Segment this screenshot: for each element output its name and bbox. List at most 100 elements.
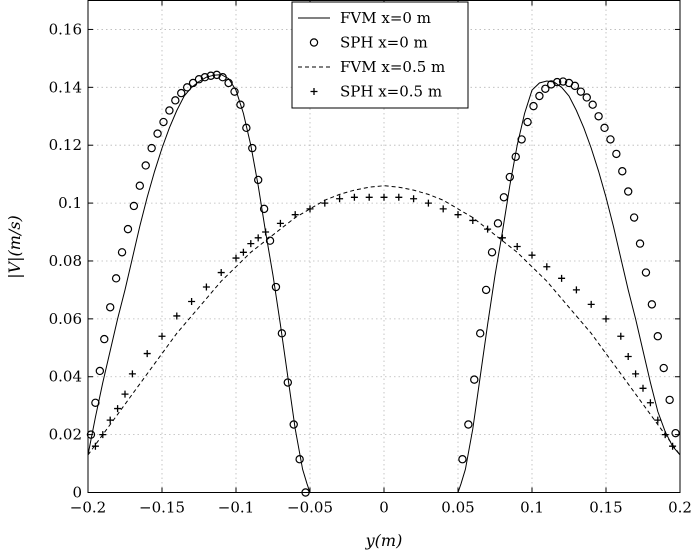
- sph-x0-point: [535, 91, 544, 101]
- sph-x0-point: [588, 100, 597, 109]
- sph-x05-point: [188, 297, 196, 305]
- sph-x0-point: [265, 236, 275, 245]
- sph-x05-point: [121, 390, 129, 398]
- legend-label: FVM x=0.5 m: [340, 58, 445, 76]
- sph-x05-point: [410, 195, 418, 203]
- sph-x0-point: [499, 193, 509, 202]
- x-tick-label: −0.15: [139, 499, 185, 517]
- legend-circle-icon: [309, 38, 319, 47]
- sph-x0-point: [91, 398, 100, 407]
- sph-x05-point: [646, 399, 654, 407]
- sph-x0-point: [147, 143, 156, 153]
- legend-label: FVM x=0 m: [340, 9, 431, 27]
- sph-x0-point: [641, 268, 651, 277]
- sph-x0-point: [624, 187, 633, 196]
- sph-x0-point: [665, 395, 674, 405]
- x-tick-label: −0.1: [218, 499, 254, 517]
- sph-x0-point: [606, 135, 615, 144]
- sph-x05-point: [484, 225, 492, 233]
- sph-x05-point: [439, 205, 447, 213]
- sph-x05-point: [143, 350, 151, 358]
- sph-x0-point: [505, 172, 514, 182]
- sph-x0-point: [570, 81, 580, 91]
- sph-x05-point: [572, 286, 580, 294]
- y-tick-label: 0.04: [49, 368, 82, 386]
- sph-x0-point: [153, 129, 162, 138]
- sph-x0-point: [123, 224, 133, 234]
- sph-x0-point: [277, 329, 287, 338]
- sph-x0-point: [558, 77, 568, 86]
- legend-plus-icon: [310, 88, 318, 95]
- sph-x0-point: [612, 149, 621, 159]
- sph-x0-point: [517, 135, 526, 144]
- y-tick-label: 0.12: [49, 136, 82, 154]
- sph-x05-point: [602, 315, 610, 323]
- sph-x0-point: [171, 96, 180, 105]
- sph-x05-point: [217, 269, 225, 277]
- sph-x05-point: [513, 243, 521, 250]
- sph-x0-point: [248, 143, 257, 153]
- x-tick-label: 0.2: [668, 499, 692, 517]
- sph-x05-point: [543, 263, 551, 271]
- sph-x0-point: [141, 161, 150, 170]
- sph-x0-point: [271, 282, 281, 292]
- sph-x0-point: [653, 332, 663, 341]
- legend-item: FVM x=0 m: [298, 9, 431, 27]
- sph-x0-point: [576, 87, 586, 96]
- x-axis-label: y(m): [365, 531, 403, 550]
- sph-x0-point: [182, 83, 192, 92]
- sph-x05-point: [202, 283, 210, 291]
- sph-x0-point: [470, 375, 479, 384]
- sph-x0-point: [224, 78, 233, 88]
- sph-x0-point: [481, 285, 491, 295]
- sph-x0-point: [206, 71, 216, 80]
- sph-x05-point: [306, 205, 314, 213]
- sph-x0-point: [95, 366, 105, 376]
- sph-x05-point: [654, 416, 662, 424]
- sph-x05-point: [158, 332, 166, 340]
- legend-item: FVM x=0.5 m: [298, 58, 445, 76]
- sph-x05-point: [254, 234, 262, 242]
- plot-series: [86, 70, 681, 497]
- sph-x0-point: [582, 93, 591, 102]
- x-tick-label: 0.1: [520, 499, 544, 517]
- sph-x0-point: [117, 248, 127, 257]
- x-tick-label: −0.2: [70, 499, 106, 517]
- legend-label: SPH x=0 m: [340, 34, 428, 52]
- sph-x05-point: [617, 332, 625, 340]
- y-tick-label: 0.02: [49, 426, 82, 444]
- sph-x05-point: [380, 193, 388, 201]
- sph-x05-point: [632, 370, 640, 378]
- sph-x05-point: [587, 300, 595, 308]
- sph-x0-point: [283, 378, 292, 387]
- sph-x0-point: [129, 201, 139, 211]
- sph-x05-point: [661, 431, 669, 439]
- sph-x0-point: [594, 112, 603, 121]
- sph-x05-point: [454, 211, 462, 219]
- sph-x05-point: [99, 431, 107, 439]
- legend-box: [291, 1, 469, 109]
- sph-x05-point: [114, 405, 122, 413]
- y-axis-label: |V|(m/s): [5, 215, 24, 279]
- sph-x0-point: [671, 428, 680, 438]
- sph-x0-point: [647, 300, 657, 309]
- y-tick-label: 0.06: [49, 310, 82, 328]
- sph-x0-point: [289, 420, 298, 429]
- sph-x0-point: [218, 72, 227, 82]
- x-tick-label: −0.05: [287, 499, 333, 517]
- sph-x05-point: [106, 416, 114, 424]
- sph-x0-point: [105, 303, 115, 312]
- sph-x05-point: [276, 219, 284, 227]
- sph-x0-point: [511, 152, 520, 161]
- sph-x05-point: [232, 254, 240, 262]
- legend-label: SPH x=0.5 m: [340, 83, 442, 101]
- sph-x0-point: [618, 167, 627, 176]
- y-tick-label: 0: [72, 484, 82, 502]
- fvm-x05-line: [87, 185, 681, 456]
- sph-x0-point: [242, 123, 251, 133]
- sph-x0-point: [541, 84, 550, 93]
- sph-x0-point: [600, 123, 609, 133]
- sph-x0-point: [135, 181, 144, 190]
- sph-x0-point: [476, 329, 485, 338]
- sph-x05-point: [91, 442, 99, 450]
